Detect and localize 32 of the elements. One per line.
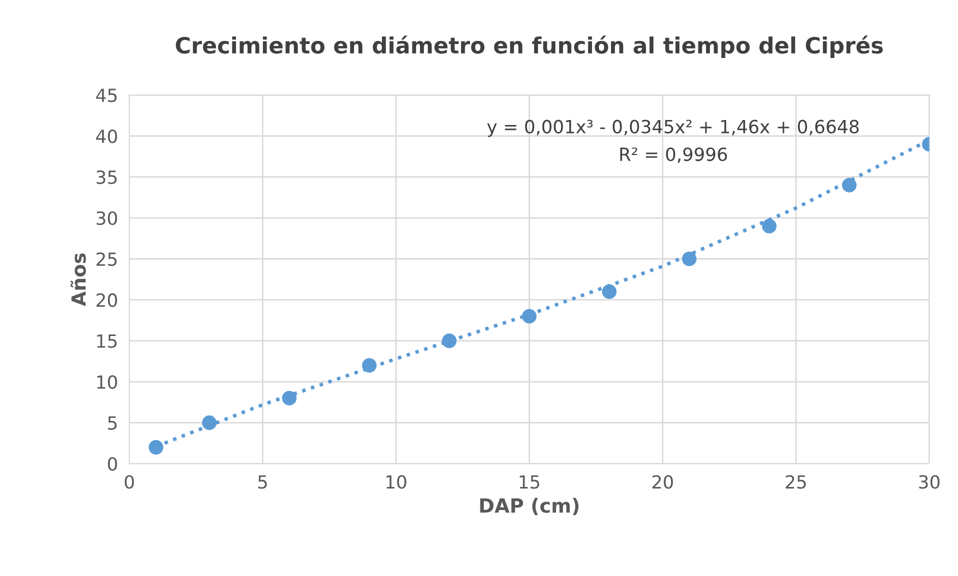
point <box>202 415 217 430</box>
x-tick-label: 15 <box>520 475 540 489</box>
y-tick-label: 30 <box>96 211 118 226</box>
x-tick-label: 20 <box>652 475 673 489</box>
point <box>282 390 297 406</box>
y-tick-label: 25 <box>96 252 117 266</box>
point <box>762 218 777 234</box>
point <box>148 440 164 455</box>
y-tick-label: 15 <box>97 334 117 348</box>
y-tick-label: 20 <box>96 293 118 307</box>
y-tick-label: 0 <box>108 457 118 471</box>
annotation: R² = 0,9996 <box>620 147 727 163</box>
point <box>842 178 857 192</box>
chart-title: Crecimiento en diámetro en función al tiempo del Ciprés <box>176 36 883 58</box>
point <box>602 284 617 299</box>
x-axis-title: DAP (cm) <box>480 498 579 516</box>
point <box>442 334 457 348</box>
x-tick-label: 25 <box>786 475 806 489</box>
y-tick-label: 35 <box>96 170 117 184</box>
point <box>682 252 697 266</box>
x-tick-label: 0 <box>124 475 134 489</box>
x-tick-label: 5 <box>258 475 267 489</box>
y-tick-label: 5 <box>108 416 117 430</box>
x-tick-label: 30 <box>919 475 940 489</box>
y-axis-title: Años <box>70 253 86 306</box>
x-tick-label: 10 <box>386 475 406 489</box>
point <box>522 308 537 324</box>
y-tick-label: 45 <box>96 88 117 102</box>
point <box>362 358 377 373</box>
y-tick-label: 40 <box>96 129 118 144</box>
y-tick-label: 10 <box>97 375 118 389</box>
annotation: y = 0,001x³ - 0,0345x² + 1,46x + 0,6648 <box>487 120 859 137</box>
